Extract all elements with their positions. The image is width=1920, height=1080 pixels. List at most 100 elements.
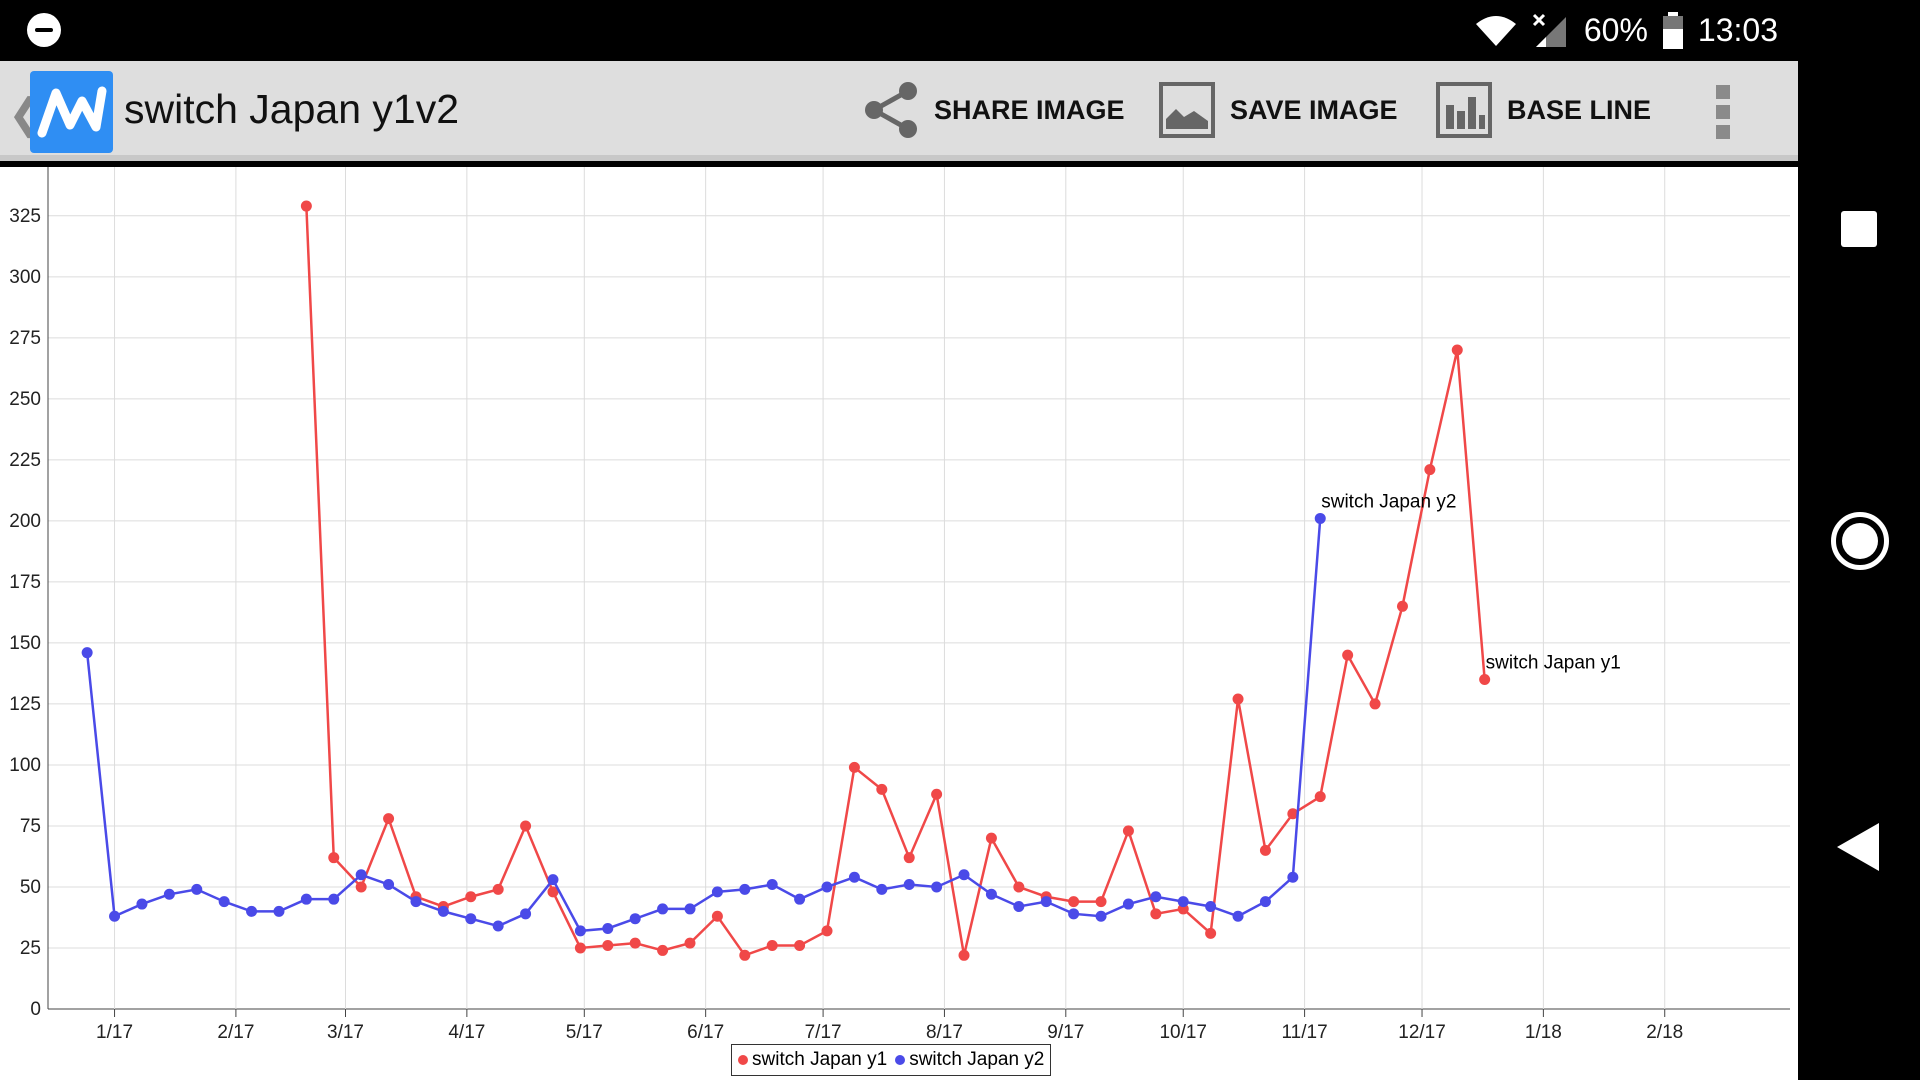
data-point-2	[437, 905, 449, 917]
data-point-2	[1177, 896, 1189, 908]
x-tick-label: 5/17	[566, 1022, 603, 1043]
data-point-1	[520, 820, 532, 832]
y-tick-label: 325	[9, 206, 41, 227]
data-point-1	[328, 852, 340, 864]
data-point-2	[903, 879, 915, 891]
data-point-2	[1095, 910, 1107, 922]
data-point-1	[821, 925, 833, 937]
data-point-2	[520, 908, 532, 920]
data-point-2	[931, 881, 943, 893]
legend-dot-y2	[895, 1055, 906, 1065]
cell-signal-icon	[1532, 13, 1566, 47]
wifi-icon	[1475, 15, 1516, 46]
data-point-1	[1451, 344, 1463, 356]
legend-item-y1: switch Japan y1	[738, 1049, 887, 1071]
data-point-2	[657, 903, 669, 915]
app-logo-icon[interactable]	[30, 71, 113, 153]
save-image-label: SAVE IMAGE	[1230, 94, 1398, 125]
legend-label-y2: switch Japan y2	[909, 1049, 1045, 1070]
data-point-2	[328, 893, 340, 905]
data-point-2	[191, 883, 203, 895]
data-point-2	[136, 898, 148, 910]
data-point-2	[985, 888, 997, 900]
share-icon	[865, 82, 917, 138]
app-title: switch Japan y1v2	[124, 86, 460, 132]
data-point-2	[547, 874, 559, 886]
series-end-label-1: switch Japan y1	[1486, 653, 1621, 674]
data-point-1	[657, 944, 669, 956]
battery-percent: 60%	[1583, 12, 1648, 48]
y-tick-label: 150	[9, 633, 41, 654]
share-image-label: SHARE IMAGE	[934, 94, 1125, 125]
data-point-1	[574, 942, 586, 954]
chart-legend: switch Japan y1 switch Japan y2	[731, 1044, 1052, 1076]
data-point-1	[465, 891, 477, 903]
data-point-2	[273, 905, 285, 917]
data-point-2	[629, 913, 641, 925]
data-point-2	[1122, 898, 1134, 910]
data-point-2	[1013, 900, 1025, 912]
x-tick-label: 6/17	[687, 1022, 724, 1043]
navigation-bar	[1798, 0, 1920, 1080]
data-point-2	[81, 647, 93, 659]
x-tick-label: 11/17	[1282, 1022, 1328, 1043]
home-button[interactable]	[1831, 512, 1889, 570]
data-point-1	[547, 886, 559, 898]
y-tick-label: 300	[9, 267, 41, 288]
data-point-1	[711, 910, 723, 922]
data-point-2	[1287, 871, 1299, 883]
y-tick-label: 100	[9, 755, 41, 776]
x-tick-label: 9/17	[1047, 1022, 1084, 1043]
legend-label-y1: switch Japan y1	[752, 1049, 888, 1070]
data-point-1	[1205, 927, 1217, 939]
x-tick-label: 2/17	[217, 1022, 254, 1043]
data-point-2	[1068, 908, 1080, 920]
data-point-2	[218, 896, 230, 908]
line-chart: 0 25 50 75 100 125 150 175 200 225 250 275 300 325 1/1…	[9, 167, 1790, 1043]
data-point-2	[1314, 512, 1326, 524]
data-point-1	[1259, 844, 1271, 856]
data-point-1	[1095, 896, 1107, 908]
data-point-2	[465, 913, 477, 925]
data-point-2	[958, 869, 970, 881]
save-image-button[interactable]: SAVE IMAGE	[1158, 81, 1398, 139]
data-point-1	[848, 761, 860, 773]
data-point-1	[355, 881, 367, 893]
data-point-1	[1314, 791, 1326, 803]
app-bar: ❮ switch Japan y1v2 SHARE IMAGE SAVE IMA…	[0, 61, 1798, 161]
data-point-1	[794, 940, 806, 952]
data-point-2	[848, 871, 860, 883]
share-image-button[interactable]: SHARE IMAGE	[862, 81, 1125, 139]
x-tick-label: 4/17	[448, 1022, 485, 1043]
data-point-1	[492, 883, 504, 895]
y-tick-label: 250	[9, 389, 41, 410]
status-right: 60% 13:03	[1474, 0, 1778, 61]
clock: 13:03	[1697, 12, 1778, 48]
base-line-button[interactable]: BASE LINE	[1435, 81, 1651, 139]
data-point-1	[903, 852, 915, 864]
data-point-1	[1287, 808, 1299, 820]
data-point-1	[876, 783, 888, 795]
data-point-1	[1396, 600, 1408, 612]
x-tick-label: 7/17	[805, 1022, 842, 1043]
image-icon	[1159, 82, 1215, 138]
status-bar: 60% 13:03	[0, 0, 1798, 61]
data-point-2	[1232, 910, 1244, 922]
data-point-1	[1122, 825, 1134, 837]
recents-button[interactable]	[1841, 211, 1877, 247]
overflow-menu-icon[interactable]	[1716, 85, 1732, 139]
data-point-2	[246, 905, 258, 917]
base-line-label: BASE LINE	[1507, 94, 1652, 125]
data-point-1	[300, 200, 312, 212]
y-tick-label: 0	[30, 999, 41, 1020]
data-point-1	[1232, 693, 1244, 705]
data-point-1	[602, 940, 614, 952]
back-button[interactable]	[1837, 823, 1879, 871]
data-point-1	[1424, 464, 1436, 476]
data-point-2	[492, 920, 504, 932]
y-tick-label: 25	[20, 938, 41, 959]
data-point-2	[876, 883, 888, 895]
data-point-2	[766, 879, 778, 891]
data-point-2	[410, 896, 422, 908]
y-tick-label: 50	[20, 877, 41, 898]
